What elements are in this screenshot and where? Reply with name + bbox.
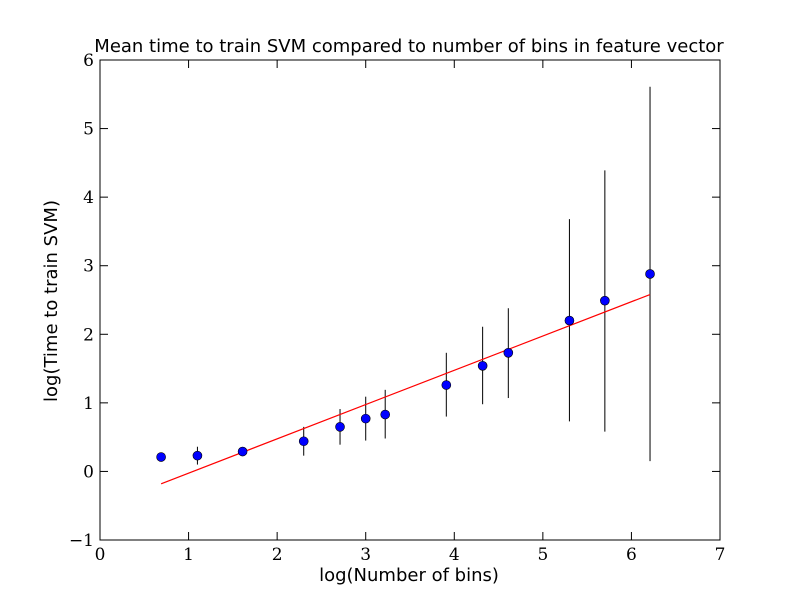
errorbars-group xyxy=(196,86,651,465)
y-tick-label: −1 xyxy=(69,531,94,551)
x-axis-label: log(Number of bins) xyxy=(319,565,499,586)
data-point xyxy=(156,452,166,462)
data-point xyxy=(477,361,488,371)
y-tick-label: 4 xyxy=(83,188,94,208)
x-tick-labels: 0 1 2 3 4 5 6 7 xyxy=(95,545,726,565)
data-point xyxy=(335,422,345,432)
y-tick-labels: −1 0 1 2 3 4 5 6 xyxy=(69,51,94,551)
data-point xyxy=(441,380,452,390)
data-point xyxy=(360,413,371,424)
data-point xyxy=(564,315,575,326)
y-tick-label: 5 xyxy=(83,120,94,140)
y-tick-label: 3 xyxy=(83,257,94,277)
y-tick-label: 1 xyxy=(83,394,94,414)
data-point xyxy=(645,269,655,279)
y-tick-label: 0 xyxy=(83,462,94,482)
x-tick-label: 5 xyxy=(537,545,548,565)
x-tick-label: 0 xyxy=(95,545,106,565)
y-axis-label: log(Time to train SVM) xyxy=(41,200,62,402)
points-group xyxy=(156,269,655,462)
plot-frame xyxy=(99,59,721,541)
y-tick-label: 2 xyxy=(83,325,94,345)
x-tick-label: 7 xyxy=(715,545,726,565)
x-tick-label: 3 xyxy=(360,545,371,565)
data-point xyxy=(503,347,514,358)
y-tick-label: 6 xyxy=(83,51,94,71)
x-tick-label: 1 xyxy=(183,545,194,565)
data-point xyxy=(380,409,391,420)
x-tick-label: 6 xyxy=(626,545,637,565)
x-tick-label: 2 xyxy=(272,545,283,565)
data-point xyxy=(298,436,309,447)
fit-line-group xyxy=(160,293,651,485)
ticks-group xyxy=(99,59,721,541)
chart-title: Mean time to train SVM compared to numbe… xyxy=(94,36,724,57)
fit-line xyxy=(160,293,651,485)
data-point xyxy=(600,295,610,306)
data-point xyxy=(192,450,203,461)
data-point xyxy=(237,446,248,457)
x-tick-label: 4 xyxy=(449,545,460,565)
